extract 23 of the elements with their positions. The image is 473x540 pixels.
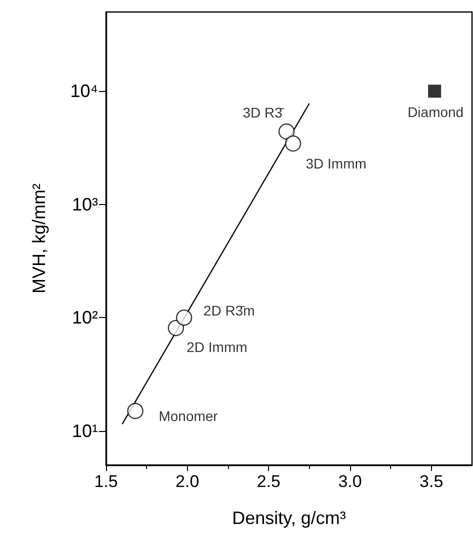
annotation: 3D Immm: [306, 156, 366, 172]
annotation: Diamond: [408, 104, 464, 120]
x-tick-label: 2.5: [256, 472, 280, 491]
point: [284, 135, 302, 152]
x-tick-label: 2.0: [176, 472, 200, 491]
y-tick-label: 10³: [72, 194, 98, 214]
y-tick-label: 10²: [72, 308, 98, 328]
annotation: 3D R3̄: [242, 104, 284, 121]
point: [176, 310, 192, 326]
point: [168, 320, 184, 336]
annotation: 2D R3̄m: [203, 302, 255, 319]
x-tick-label: 3.5: [420, 472, 444, 491]
point: [278, 123, 295, 140]
y-tick-label: 10⁴: [70, 81, 98, 102]
point: [127, 402, 144, 420]
annotation: 2D Immm: [186, 339, 248, 356]
x-tick-label: 1.5: [94, 472, 118, 491]
x-axis-title: Density, g/cm³: [232, 508, 346, 528]
annotation: Monomer: [158, 408, 218, 424]
y-axis-title: MVH, kg/mm²: [29, 184, 49, 294]
y-tick-label: 10¹: [72, 420, 98, 441]
x-tick-label: 3.0: [338, 472, 362, 491]
point: [428, 84, 442, 98]
